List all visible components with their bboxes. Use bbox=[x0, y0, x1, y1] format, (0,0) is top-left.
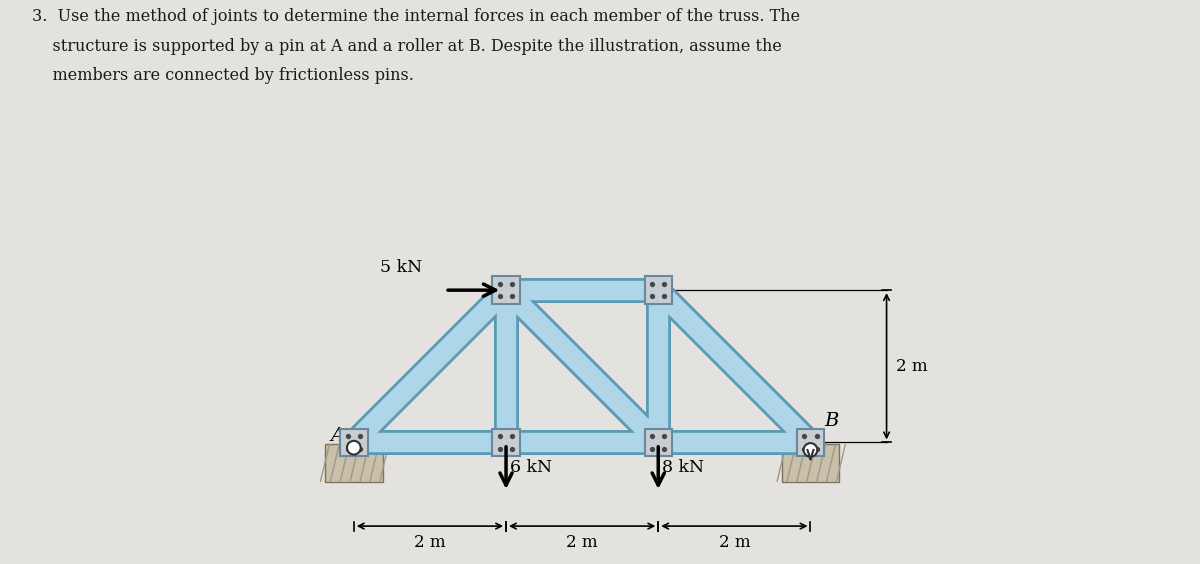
Text: 2 m: 2 m bbox=[719, 534, 750, 550]
Text: A: A bbox=[330, 428, 344, 445]
Polygon shape bbox=[340, 429, 367, 456]
Polygon shape bbox=[644, 276, 672, 304]
Circle shape bbox=[804, 443, 817, 457]
Polygon shape bbox=[492, 429, 520, 456]
Text: B: B bbox=[824, 412, 839, 430]
Text: 6 kN: 6 kN bbox=[510, 459, 552, 476]
Text: 3.  Use the method of joints to determine the internal forces in each member of : 3. Use the method of joints to determine… bbox=[32, 8, 800, 25]
Polygon shape bbox=[492, 276, 520, 304]
Text: 2 m: 2 m bbox=[895, 358, 928, 374]
Text: 8 kN: 8 kN bbox=[662, 459, 704, 476]
Text: structure is supported by a pin at A and a roller at B. Despite the illustration: structure is supported by a pin at A and… bbox=[32, 38, 782, 55]
Circle shape bbox=[347, 441, 361, 455]
Text: 5 kN: 5 kN bbox=[380, 259, 422, 276]
Polygon shape bbox=[644, 429, 672, 456]
Text: 2 m: 2 m bbox=[566, 534, 598, 550]
Polygon shape bbox=[797, 429, 824, 456]
Polygon shape bbox=[808, 450, 814, 459]
Polygon shape bbox=[325, 444, 383, 482]
Text: 2 m: 2 m bbox=[414, 534, 445, 550]
Polygon shape bbox=[781, 444, 839, 482]
Text: members are connected by frictionless pins.: members are connected by frictionless pi… bbox=[32, 67, 414, 83]
